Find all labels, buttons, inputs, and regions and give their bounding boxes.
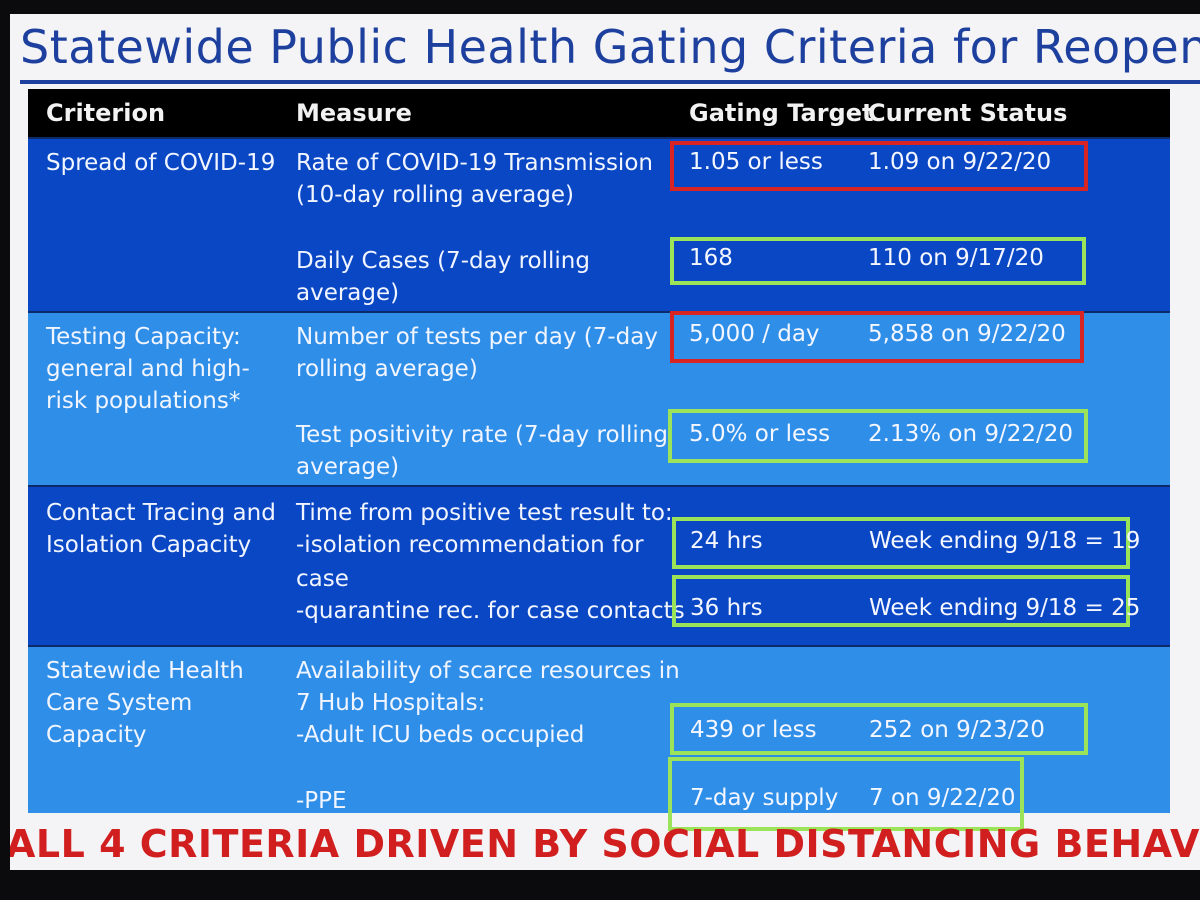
header-gating-target: Gating Target	[689, 99, 874, 127]
gating-target-value: 7-day supply	[690, 785, 839, 811]
gating-target-value: 36 hrs	[690, 595, 763, 621]
bottom-banner: ALL 4 CRITERIA DRIVEN BY SOCIAL DISTANCI…	[10, 820, 1200, 870]
criterion-cell: Care System	[46, 690, 193, 716]
slide-title: Statewide Public Health Gating Criteria …	[20, 20, 1200, 74]
slide: Statewide Public Health Gating Criteria …	[10, 14, 1200, 870]
status-box-red: 1.05 or less 1.09 on 9/22/20	[670, 141, 1088, 191]
measure-intro: Time from positive test result to:	[296, 500, 673, 526]
table-row-testing: Testing Capacity: general and high- risk…	[28, 311, 1170, 487]
measure-line: average)	[296, 454, 400, 480]
gating-target-value: 1.05 or less	[689, 149, 823, 175]
current-status-value: 252 on 9/23/20	[869, 717, 1045, 743]
gating-target-value: 168	[689, 245, 733, 271]
criteria-table: Criterion Measure Gating Target Current …	[28, 89, 1170, 831]
header-criterion: Criterion	[46, 99, 166, 127]
measure-line: Test positivity rate (7-day rolling	[296, 422, 668, 448]
current-status-value: 5,858 on 9/22/20	[868, 321, 1066, 347]
gating-target-value: 439 or less	[690, 717, 817, 743]
status-box-green: 439 or less 252 on 9/23/20	[670, 703, 1088, 755]
current-status-value: Week ending 9/18 = 25	[869, 595, 1141, 621]
measure-line: average)	[296, 280, 400, 306]
measure-line: Daily Cases (7-day rolling	[296, 248, 590, 274]
current-status-value: 2.13% on 9/22/20	[868, 421, 1074, 447]
status-box-red: 5,000 / day 5,858 on 9/22/20	[670, 311, 1084, 363]
status-box-green: 36 hrs Week ending 9/18 = 25	[672, 575, 1140, 627]
measure-line: case	[296, 566, 349, 592]
gating-target-value: 5.0% or less	[689, 421, 831, 447]
status-box-green: 7-day supply 7 on 9/22/20	[668, 757, 1024, 831]
header-measure: Measure	[296, 99, 412, 127]
measure-line: -Adult ICU beds occupied	[296, 722, 585, 748]
criterion-cell: Contact Tracing and	[46, 500, 276, 526]
measure-intro: Availability of scarce resources in	[296, 658, 680, 684]
criterion-cell: Isolation Capacity	[46, 532, 252, 558]
current-status-value: 7 on 9/22/20	[869, 785, 1016, 811]
gating-target-value: 5,000 / day	[689, 321, 820, 347]
measure-line: (10-day rolling average)	[296, 182, 574, 208]
current-status-value: Week ending 9/18 = 19	[869, 528, 1141, 554]
measure-line: -isolation recommendation for	[296, 532, 644, 558]
measure-line: -quarantine rec. for case contacts	[296, 598, 685, 624]
criterion-cell: Capacity	[46, 722, 147, 748]
criterion-cell: risk populations*	[46, 388, 241, 414]
header-current-status: Current Status	[868, 99, 1068, 127]
measure-intro: 7 Hub Hospitals:	[296, 690, 486, 716]
table-header-row: Criterion Measure Gating Target Current …	[28, 89, 1170, 137]
title-underline	[20, 80, 1200, 84]
criterion-cell: Testing Capacity:	[46, 324, 241, 350]
criterion-cell: Spread of COVID-19	[46, 150, 276, 176]
measure-line: rolling average)	[296, 356, 478, 382]
status-box-green: 24 hrs Week ending 9/18 = 19	[672, 517, 1140, 569]
table-row-health-care: Statewide Health Care System Capacity Av…	[28, 645, 1170, 831]
status-box-green: 168 110 on 9/17/20	[670, 237, 1086, 285]
measure-line: Rate of COVID-19 Transmission	[296, 150, 653, 176]
measure-line: -PPE	[296, 788, 347, 814]
current-status-value: 1.09 on 9/22/20	[868, 149, 1052, 175]
table-row-spread: Spread of COVID-19 Rate of COVID-19 Tran…	[28, 137, 1170, 313]
status-box-green: 5.0% or less 2.13% on 9/22/20	[668, 409, 1088, 463]
banner-text: ALL 4 CRITERIA DRIVEN BY SOCIAL DISTANCI…	[10, 822, 1200, 866]
gating-target-value: 24 hrs	[690, 528, 763, 554]
current-status-value: 110 on 9/17/20	[868, 245, 1044, 271]
table-row-contact-tracing: Contact Tracing and Isolation Capacity T…	[28, 485, 1170, 647]
criterion-cell: general and high-	[46, 356, 250, 382]
criterion-cell: Statewide Health	[46, 658, 244, 684]
measure-line: Number of tests per day (7-day	[296, 324, 658, 350]
